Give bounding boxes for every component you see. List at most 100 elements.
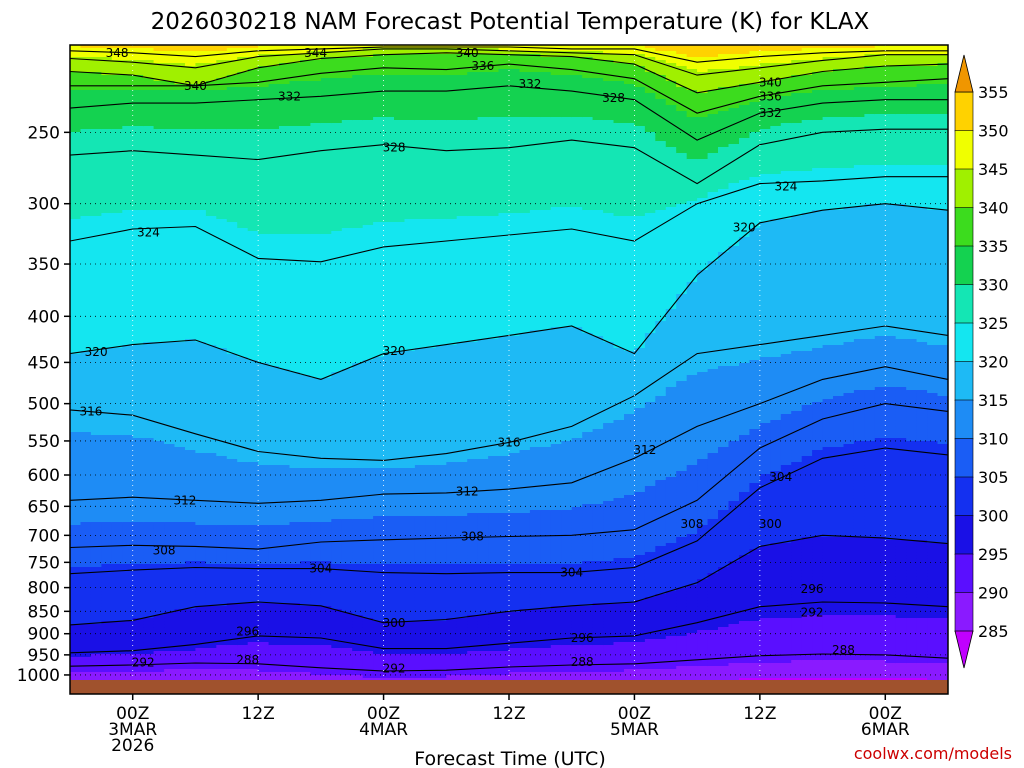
field-cell: [132, 522, 144, 526]
field-cell: [153, 315, 165, 319]
field-cell: [185, 138, 197, 142]
field-cell: [132, 393, 144, 397]
field-cell: [247, 309, 259, 313]
field-cell: [70, 609, 82, 613]
field-cell: [153, 471, 165, 475]
field-cell: [216, 303, 228, 307]
field-cell: [90, 501, 102, 505]
field-cell: [247, 237, 259, 241]
field-cell: [90, 534, 102, 538]
field-cell: [289, 93, 301, 97]
field-cell: [164, 120, 176, 124]
field-cell: [164, 519, 176, 523]
field-cell: [122, 612, 134, 616]
field-cell: [258, 210, 270, 214]
field-cell: [143, 189, 155, 193]
field-cell: [174, 678, 186, 680]
field-cell: [185, 45, 197, 49]
field-cell: [300, 108, 312, 112]
field-cell: [174, 609, 186, 613]
field-cell: [268, 447, 280, 451]
field-cell: [90, 102, 102, 106]
field-cell: [101, 660, 113, 664]
field-cell: [111, 198, 123, 202]
field-cell: [122, 285, 134, 289]
field-cell: [237, 117, 249, 121]
field-cell: [216, 615, 228, 619]
field-cell: [258, 447, 270, 451]
field-cell: [258, 507, 270, 511]
field-cell: [174, 249, 186, 253]
field-cell: [80, 321, 92, 325]
field-cell: [205, 678, 217, 680]
field-cell: [70, 507, 82, 511]
field-cell: [185, 156, 197, 160]
field-cell: [258, 84, 270, 88]
field-cell: [216, 648, 228, 652]
field-cell: [205, 327, 217, 331]
field-cell: [70, 240, 82, 244]
field-cell: [247, 561, 259, 565]
field-cell: [143, 678, 155, 680]
field-cell: [90, 222, 102, 226]
field-cell: [247, 120, 259, 124]
field-cell: [153, 216, 165, 220]
field-cell: [205, 477, 217, 481]
field-cell: [258, 108, 270, 112]
field-cell: [122, 195, 134, 199]
field-cell: [101, 474, 113, 478]
field-cell: [70, 249, 82, 253]
field-cell: [143, 207, 155, 211]
field-cell: [216, 306, 228, 310]
field-cell: [247, 135, 259, 139]
field-cell: [310, 351, 322, 355]
field-cell: [111, 537, 123, 541]
field-cell: [279, 57, 291, 61]
field-cell: [258, 237, 270, 241]
field-cell: [258, 474, 270, 478]
field-cell: [164, 108, 176, 112]
field-cell: [70, 150, 82, 154]
field-cell: [226, 549, 238, 553]
field-cell: [205, 129, 217, 133]
field-cell: [216, 63, 228, 67]
field-cell: [174, 426, 186, 430]
field-cell: [101, 150, 113, 154]
field-cell: [237, 135, 249, 139]
field-cell: [258, 528, 270, 532]
field-cell: [153, 564, 165, 568]
field-cell: [216, 333, 228, 337]
field-cell: [185, 591, 197, 595]
field-cell: [226, 354, 238, 358]
field-cell: [216, 261, 228, 265]
field-cell: [300, 519, 312, 523]
field-cell: [70, 162, 82, 166]
field-cell: [143, 636, 155, 640]
field-cell: [216, 381, 228, 385]
field-cell: [153, 96, 165, 100]
field-cell: [185, 660, 197, 664]
field-cell: [258, 180, 270, 184]
field-cell: [289, 126, 301, 130]
field-cell: [132, 402, 144, 406]
field-cell: [300, 282, 312, 286]
field-cell: [237, 180, 249, 184]
field-cell: [289, 336, 301, 340]
field-cell: [268, 168, 280, 172]
field-cell: [164, 417, 176, 421]
field-cell: [205, 636, 217, 640]
field-cell: [111, 201, 123, 205]
field-cell: [226, 558, 238, 562]
field-cell: [90, 312, 102, 316]
field-cell: [195, 159, 207, 163]
field-cell: [132, 279, 144, 283]
field-cell: [279, 627, 291, 631]
field-cell: [70, 192, 82, 196]
field-cell: [90, 240, 102, 244]
field-cell: [195, 597, 207, 601]
field-cell: [111, 87, 123, 91]
field-cell: [279, 303, 291, 307]
field-cell: [268, 495, 280, 499]
field-cell: [195, 528, 207, 532]
field-cell: [143, 516, 155, 520]
